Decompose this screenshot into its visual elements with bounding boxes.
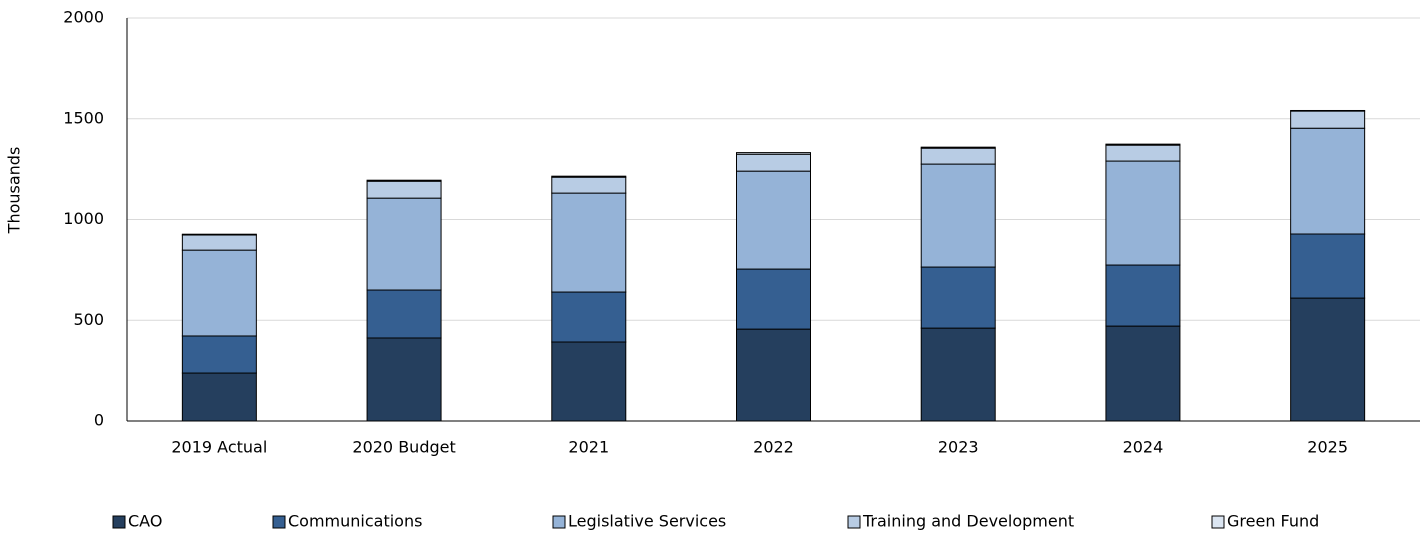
bar-segment [1105, 160, 1181, 266]
y-tick-label: 500 [73, 310, 104, 329]
y-tick-label: 1000 [63, 209, 104, 228]
bar-segment [920, 327, 996, 422]
x-tick-label: 2025 [1307, 438, 1348, 457]
legend-label: CAO [128, 512, 162, 531]
bar-segment [181, 234, 257, 251]
bar-segment [736, 170, 811, 270]
bar-segment [1105, 144, 1181, 162]
bar-segment [736, 328, 811, 422]
bar-segment [366, 179, 442, 182]
bar-segment [920, 147, 996, 165]
bar-segment [366, 289, 442, 339]
x-tick-label: 2020 Budget [352, 438, 455, 457]
bar-segment [551, 341, 627, 422]
legend-label: Green Fund [1227, 512, 1319, 531]
legend-swatch [847, 515, 861, 529]
x-tick-label: 2019 Actual [171, 438, 267, 457]
bar-segment [1290, 297, 1366, 422]
y-tick-label: 2000 [63, 8, 104, 27]
x-tick-label: 2023 [938, 438, 979, 457]
x-tick-label: 2024 [1123, 438, 1164, 457]
legend-label: Legislative Services [568, 512, 726, 531]
legend-swatch [112, 515, 126, 529]
bar-segment [551, 192, 627, 293]
bar-segment [1105, 143, 1181, 146]
bar-segment [1290, 109, 1366, 112]
legend-swatch [1211, 515, 1225, 529]
bar-segment [1290, 127, 1366, 235]
x-tick-label: 2022 [753, 438, 794, 457]
bar-segment [366, 197, 442, 291]
bar-segment [736, 152, 811, 155]
bar-segment [181, 335, 257, 374]
bar-segment [551, 291, 627, 343]
legend-label: Training and Development [862, 512, 1074, 531]
legend-label: Communications [288, 512, 422, 531]
bar-segment [181, 249, 257, 337]
bar-segment [181, 372, 257, 422]
bar-segment [920, 163, 996, 268]
y-axis-label: Thousands [5, 147, 24, 235]
bar-segment [181, 233, 257, 236]
y-tick-label: 0 [94, 411, 104, 430]
bar-segment [1290, 110, 1366, 129]
bar-segment [736, 153, 811, 172]
bar-segment [920, 146, 996, 149]
bar-segment [366, 180, 442, 199]
x-tick-label: 2021 [568, 438, 609, 457]
legend-swatch [552, 515, 566, 529]
bar-segment [1105, 325, 1181, 422]
bar-segment [920, 266, 996, 329]
bar-segment [366, 337, 442, 422]
bar-segment [1105, 264, 1181, 327]
bar-segment [1290, 233, 1366, 299]
bar-segment [736, 268, 811, 330]
legend-swatch [272, 515, 286, 529]
bar-segment [551, 175, 627, 178]
y-tick-label: 1500 [63, 108, 104, 127]
bar-segment [551, 176, 627, 194]
